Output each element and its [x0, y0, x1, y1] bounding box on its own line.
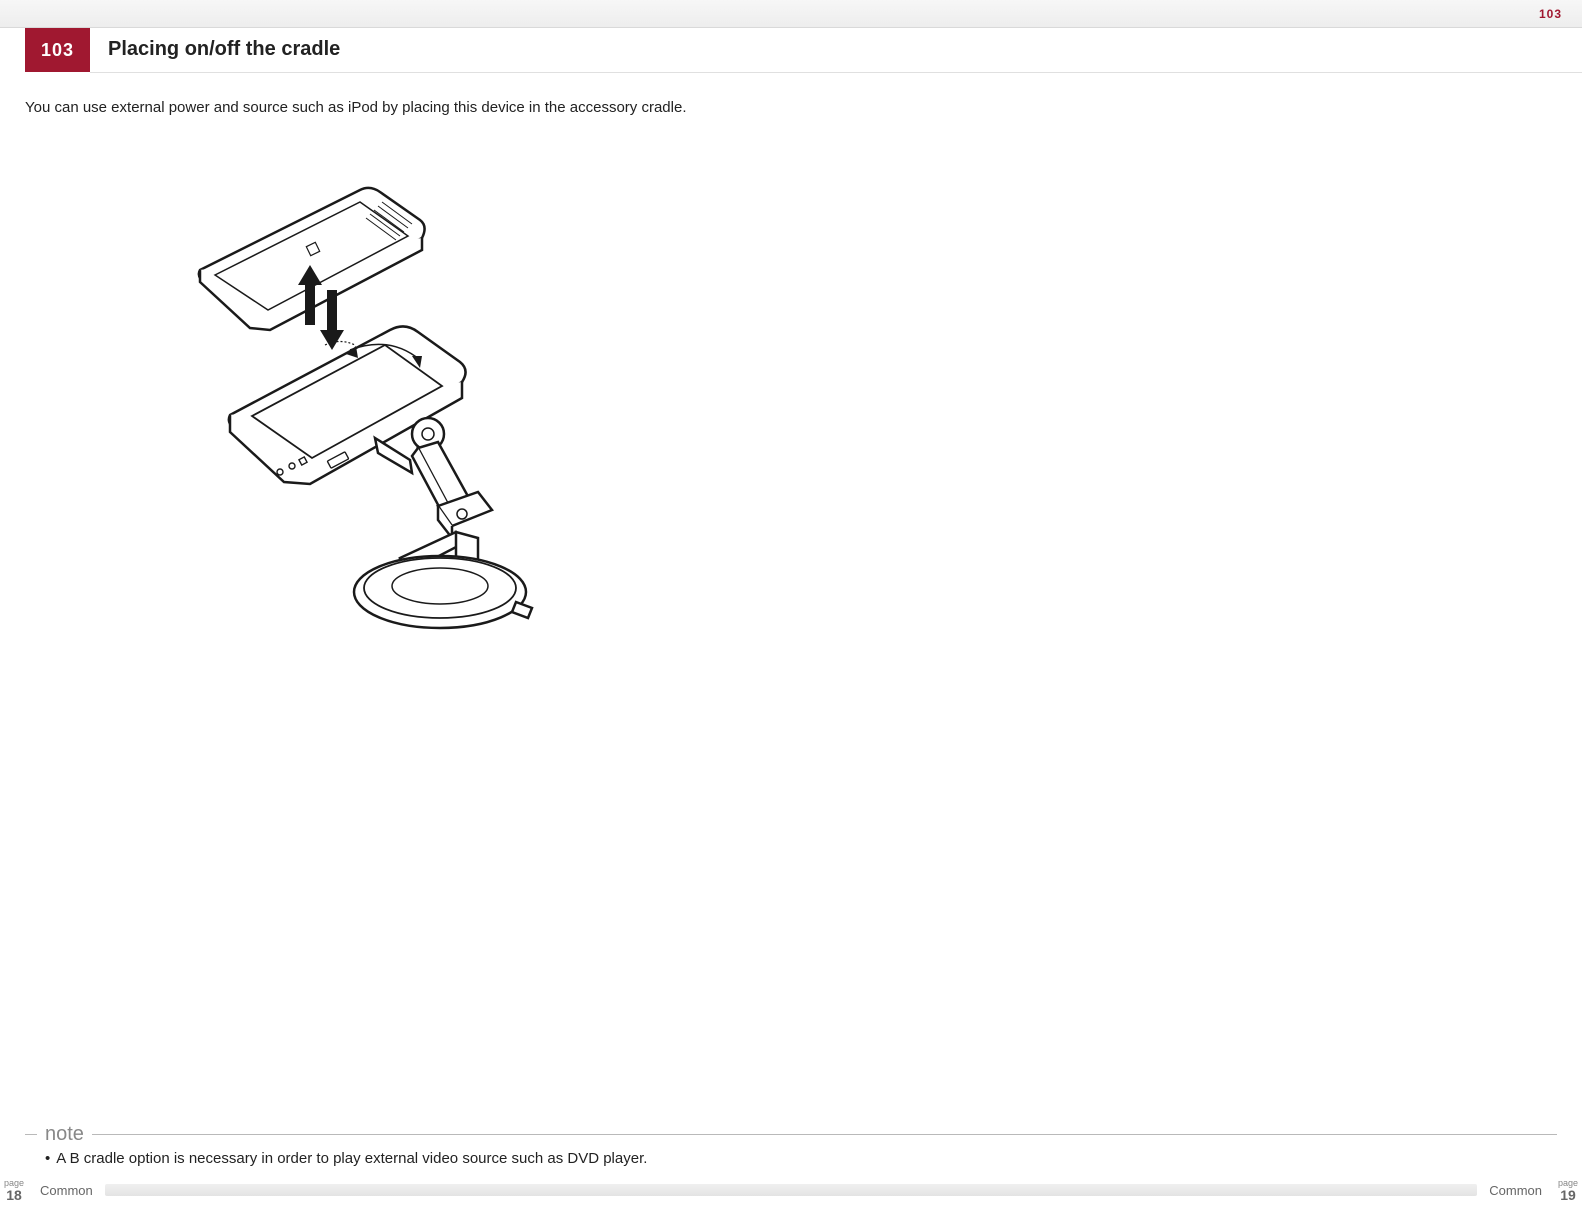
footer-right-page-num: 19: [1560, 1188, 1576, 1202]
footer-left-page-num: 18: [6, 1188, 22, 1202]
note-rule-right: [92, 1134, 1557, 1135]
page-title: Placing on/off the cradle: [108, 38, 340, 61]
body-paragraph: You can use external power and source su…: [25, 98, 745, 118]
note-label: note: [43, 1123, 86, 1146]
bullet-marker: •: [45, 1150, 50, 1167]
footer-left-section: Common: [28, 1183, 105, 1198]
title-underline: [90, 72, 1582, 73]
top-gradient-bar: 103: [0, 0, 1582, 28]
bullet-text: A B cradle option is necessary in order …: [56, 1150, 647, 1167]
footer-left-page: page 18: [0, 1179, 28, 1202]
footer-band: page 18 Common Common page 19: [0, 1179, 1582, 1201]
note-rule-left: [25, 1134, 37, 1135]
header-top-number: 103: [1539, 7, 1562, 21]
note-bullet-row: • A B cradle option is necessary in orde…: [25, 1150, 1557, 1167]
footer-right-page: page 19: [1554, 1179, 1582, 1202]
footer-right-section: Common: [1477, 1183, 1554, 1198]
note-block: note • A B cradle option is necessary in…: [25, 1123, 1557, 1167]
section-number-badge: 103: [25, 28, 90, 72]
cradle-illustration: [160, 160, 600, 650]
footer-band-fill: [105, 1184, 1478, 1196]
